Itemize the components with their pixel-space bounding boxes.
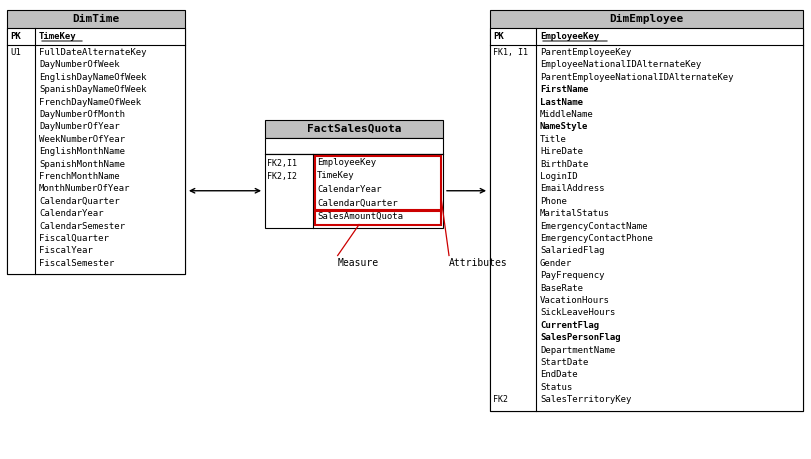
- Text: SalariedFlag: SalariedFlag: [540, 246, 604, 255]
- Text: PayFrequency: PayFrequency: [540, 271, 604, 280]
- Text: DayNumberOfWeek: DayNumberOfWeek: [39, 61, 120, 69]
- Text: EmployeeKey: EmployeeKey: [317, 158, 376, 167]
- Text: SpanishDayNameOfWeek: SpanishDayNameOfWeek: [39, 85, 147, 94]
- Text: PK: PK: [493, 32, 504, 41]
- Text: CalendarQuarter: CalendarQuarter: [317, 198, 397, 207]
- Text: SalesPersonFlag: SalesPersonFlag: [540, 333, 620, 342]
- Text: CalendarQuarter: CalendarQuarter: [39, 197, 120, 206]
- Bar: [490, 10, 803, 411]
- Text: DimTime: DimTime: [72, 14, 120, 24]
- Text: FK2: FK2: [493, 395, 508, 404]
- Text: BaseRate: BaseRate: [540, 284, 583, 292]
- Bar: [265, 154, 443, 228]
- Text: FrenchDayNameOfWeek: FrenchDayNameOfWeek: [39, 98, 141, 106]
- Text: EnglishMonthName: EnglishMonthName: [39, 147, 125, 156]
- Text: CalendarSemester: CalendarSemester: [39, 222, 125, 230]
- Text: FactSalesQuota: FactSalesQuota: [307, 124, 401, 134]
- Text: EmployeeNationalIDAlternateKey: EmployeeNationalIDAlternateKey: [540, 61, 702, 69]
- Text: MaritalStatus: MaritalStatus: [540, 209, 610, 218]
- Text: EmployeeKey: EmployeeKey: [540, 32, 599, 41]
- Text: SpanishMonthName: SpanishMonthName: [39, 160, 125, 168]
- Text: Phone: Phone: [540, 197, 567, 206]
- Text: MiddleName: MiddleName: [540, 110, 594, 119]
- Bar: [315, 210, 441, 224]
- Text: U1: U1: [10, 48, 21, 57]
- Bar: [315, 156, 441, 211]
- Text: StartDate: StartDate: [540, 358, 588, 367]
- Text: Gender: Gender: [540, 259, 573, 268]
- Text: EmailAddress: EmailAddress: [540, 185, 604, 193]
- Text: FK2,I1: FK2,I1: [267, 159, 297, 168]
- Text: TimeKey: TimeKey: [39, 32, 76, 41]
- Text: EmergencyContactName: EmergencyContactName: [540, 222, 647, 230]
- Text: EmergencyContactPhone: EmergencyContactPhone: [540, 234, 653, 243]
- Bar: [265, 138, 443, 154]
- Text: Measure: Measure: [337, 257, 379, 268]
- Text: LoginID: LoginID: [540, 172, 577, 181]
- Text: LastName: LastName: [540, 98, 583, 106]
- Text: PK: PK: [10, 32, 21, 41]
- Text: EndDate: EndDate: [540, 370, 577, 380]
- Text: DayNumberOfYear: DayNumberOfYear: [39, 123, 120, 131]
- Text: FrenchMonthName: FrenchMonthName: [39, 172, 120, 181]
- Text: MonthNumberOfYear: MonthNumberOfYear: [39, 185, 131, 193]
- Text: FirstName: FirstName: [540, 85, 588, 94]
- Text: FiscalYear: FiscalYear: [39, 246, 92, 255]
- Text: FK2,I2: FK2,I2: [267, 172, 297, 181]
- Bar: [490, 28, 803, 411]
- Text: DayNumberOfMonth: DayNumberOfMonth: [39, 110, 125, 119]
- Text: VacationHours: VacationHours: [540, 296, 610, 305]
- Text: SalesAmountQuota: SalesAmountQuota: [317, 212, 403, 221]
- Bar: [7, 28, 185, 274]
- Text: FullDateAlternateKey: FullDateAlternateKey: [39, 48, 147, 57]
- Text: HireDate: HireDate: [540, 147, 583, 156]
- Text: SalesTerritoryKey: SalesTerritoryKey: [540, 395, 632, 404]
- Text: ParentEmployeeKey: ParentEmployeeKey: [540, 48, 632, 57]
- Text: DepartmentName: DepartmentName: [540, 346, 616, 355]
- Text: FiscalQuarter: FiscalQuarter: [39, 234, 109, 243]
- Text: TimeKey: TimeKey: [317, 172, 354, 180]
- Text: ParentEmployeeNationalIDAlternateKey: ParentEmployeeNationalIDAlternateKey: [540, 73, 733, 82]
- Bar: [265, 120, 443, 138]
- Text: CalendarYear: CalendarYear: [39, 209, 104, 218]
- Text: DimEmployee: DimEmployee: [609, 14, 684, 24]
- Text: BirthDate: BirthDate: [540, 160, 588, 168]
- Text: Status: Status: [540, 383, 573, 392]
- Text: WeekNumberOfYear: WeekNumberOfYear: [39, 135, 125, 144]
- Text: EnglishDayNameOfWeek: EnglishDayNameOfWeek: [39, 73, 147, 82]
- Bar: [7, 10, 185, 274]
- Text: NameStyle: NameStyle: [540, 123, 588, 131]
- Text: Attributes: Attributes: [449, 257, 508, 268]
- Text: FK1, I1: FK1, I1: [493, 48, 528, 57]
- Text: CurrentFlag: CurrentFlag: [540, 321, 599, 330]
- Text: Title: Title: [540, 135, 567, 144]
- Text: CalendarYear: CalendarYear: [317, 185, 381, 194]
- Text: SickLeaveHours: SickLeaveHours: [540, 308, 616, 318]
- Text: FiscalSemester: FiscalSemester: [39, 259, 114, 268]
